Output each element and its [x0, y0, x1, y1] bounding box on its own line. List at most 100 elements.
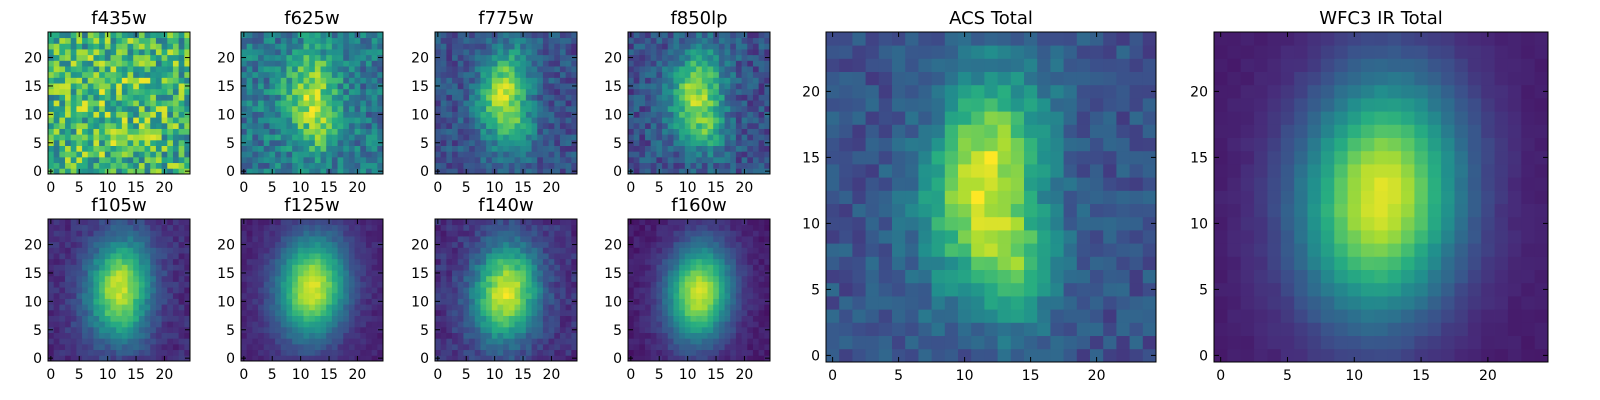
heatmap-cell [161, 332, 168, 339]
heatmap-cell [645, 162, 652, 169]
heatmap-cell [326, 298, 333, 305]
heatmap-cell [82, 88, 89, 95]
heatmap-cell [116, 66, 123, 73]
heatmap-cell [303, 253, 310, 260]
heatmap-cell [628, 71, 635, 78]
heatmap-cell [87, 66, 94, 73]
heatmap-cell [463, 88, 470, 95]
heatmap-cell [241, 122, 248, 129]
heatmap-cell [667, 122, 674, 129]
heatmap-cell [503, 162, 510, 169]
heatmap-cell [365, 258, 373, 265]
heatmap-cell [662, 270, 669, 277]
heatmap-cell [286, 145, 293, 152]
heatmap-cell [76, 105, 83, 112]
heatmap-cell [280, 287, 287, 294]
heatmap-cell [184, 321, 191, 328]
heatmap-cell [503, 230, 510, 237]
heatmap-cell [280, 219, 287, 226]
heatmap-cell [679, 309, 686, 316]
heatmap-cell [87, 281, 94, 288]
heatmap-cell [463, 258, 470, 265]
heatmap-cell [650, 71, 657, 78]
heatmap-cell [297, 128, 304, 135]
heatmap-cell [275, 292, 282, 299]
heatmap-cell [172, 105, 180, 112]
heatmap-cell [747, 105, 754, 112]
heatmap-cell [639, 332, 646, 339]
heatmap-cell [337, 128, 344, 135]
heatmap-cell [713, 43, 720, 50]
heatmap-cell [70, 43, 77, 50]
heatmap-cell [99, 83, 106, 90]
heatmap-cell [258, 349, 265, 356]
heatmap-cell [679, 134, 686, 141]
heatmap-cell [82, 264, 89, 271]
heatmap-cell [452, 139, 459, 146]
heatmap-cell [252, 321, 259, 328]
heatmap-cell [326, 315, 333, 322]
heatmap-cell [133, 122, 140, 129]
heatmap-cell [537, 241, 544, 248]
heatmap-cell [645, 77, 652, 84]
heatmap-cell [701, 156, 708, 164]
heatmap-cell [252, 287, 259, 294]
heatmap-cell [93, 304, 100, 311]
heatmap-cell [497, 60, 504, 67]
heatmap-cell [486, 60, 493, 67]
heatmap-cell [326, 332, 333, 339]
panel-title: f435w [91, 8, 146, 29]
heatmap-cell [246, 100, 253, 107]
heatmap-cell [735, 287, 742, 294]
heatmap-cell [554, 224, 561, 231]
heatmap-cell [457, 338, 464, 345]
heatmap-cell [696, 156, 703, 164]
heatmap-cell [48, 60, 55, 67]
heatmap-cell [326, 94, 333, 101]
heatmap-cell [758, 304, 765, 311]
heatmap-cell [730, 83, 737, 90]
heatmap-cell [724, 134, 731, 141]
heatmap-cell [337, 49, 344, 56]
heatmap-cell [548, 162, 555, 169]
heatmap-cell [246, 60, 253, 67]
heatmap-cell [764, 134, 771, 141]
heatmap-cell [87, 71, 94, 78]
heatmap-cell [263, 258, 270, 265]
heatmap-cell [354, 151, 361, 158]
heatmap-cell [116, 332, 123, 339]
heatmap-cell [554, 162, 561, 169]
heatmap-cell [365, 94, 373, 101]
heatmap-cell [348, 264, 355, 271]
heatmap-cell [377, 264, 384, 271]
heatmap-cell [87, 258, 94, 265]
heatmap-cell [724, 304, 731, 311]
heatmap-cell [121, 253, 128, 260]
heatmap-cell [696, 332, 703, 339]
heatmap-cell [514, 105, 521, 112]
heatmap-cell [531, 134, 538, 141]
heatmap-cell [673, 105, 680, 112]
heatmap-cell [758, 94, 765, 101]
heatmap-cell [286, 100, 293, 107]
heatmap-cell [469, 338, 476, 345]
heatmap-cell [650, 94, 657, 101]
heatmap-cell [172, 275, 180, 282]
heatmap-cell [70, 326, 77, 333]
heatmap-cell [121, 281, 128, 288]
heatmap-cell [508, 66, 515, 73]
heatmap-cell [701, 83, 708, 90]
heatmap-cell [161, 292, 168, 299]
heatmap-cell [497, 332, 504, 339]
heatmap-cell [59, 54, 66, 61]
heatmap-cell [70, 224, 77, 231]
heatmap-cell [275, 105, 282, 112]
heatmap-cell [303, 264, 310, 271]
heatmap-cell [531, 43, 538, 50]
heatmap-cell [48, 100, 55, 107]
heatmap-cell [457, 292, 464, 299]
heatmap-cell [286, 270, 293, 277]
heatmap-cell [93, 49, 100, 56]
heatmap-cell [82, 309, 89, 316]
